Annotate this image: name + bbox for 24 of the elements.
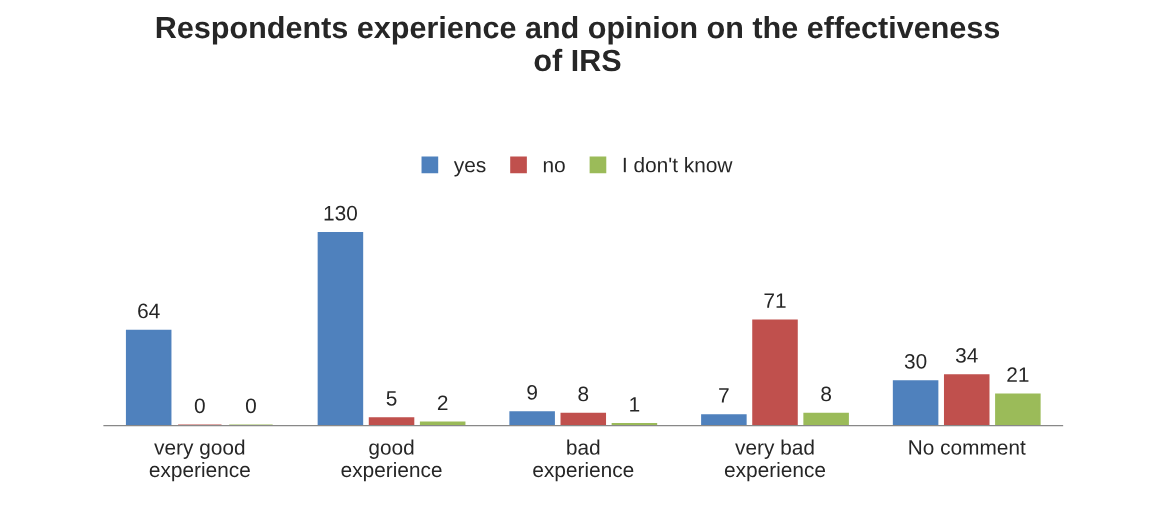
data-label: 130: [324, 205, 357, 221]
x-tick-label: very good experience: [149, 439, 250, 482]
data-label: 5: [386, 391, 397, 406]
data-label: 1: [630, 397, 640, 412]
data-label: 64: [138, 303, 160, 319]
data-label: 34: [955, 348, 978, 363]
legend-label: I don't know: [623, 157, 733, 173]
data-label: 9: [527, 385, 537, 400]
data-label: 0: [245, 398, 256, 414]
legend-label: yes: [453, 160, 486, 177]
data-label: 7: [719, 388, 729, 403]
data-label: 0: [194, 398, 205, 414]
x-tick-label: good experience: [341, 439, 442, 482]
x-tick-label: very bad experience: [724, 439, 826, 482]
data-label: 30: [904, 353, 927, 369]
data-label: 8: [821, 386, 832, 402]
x-tick-label: No comment: [909, 440, 1026, 455]
x-tick-label: bad experience: [533, 439, 634, 482]
legend-label: no: [543, 160, 565, 173]
chart-title: Respondents experience and opinion on the effectiveness of IRS: [156, 15, 1000, 72]
data-label: 71: [764, 293, 786, 308]
data-label: 21: [1007, 367, 1029, 382]
data-label: 2: [437, 395, 448, 410]
data-label: 8: [578, 386, 589, 402]
